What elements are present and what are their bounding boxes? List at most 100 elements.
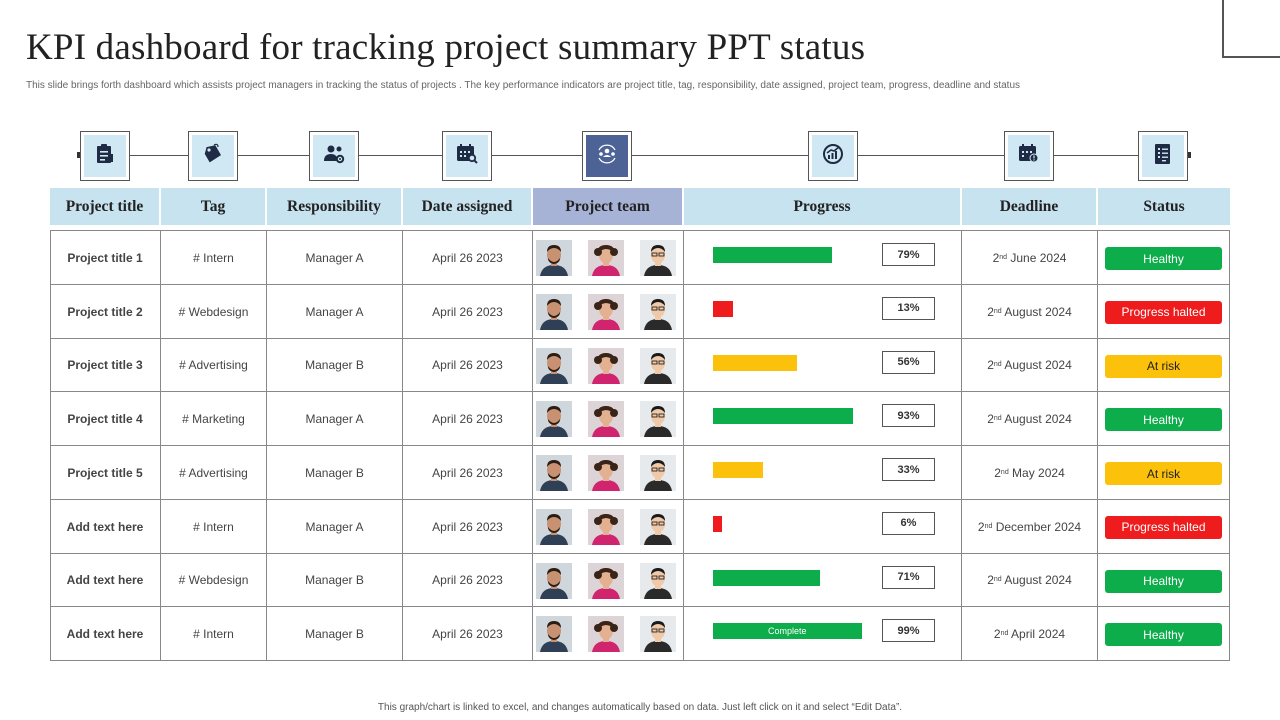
date-assigned-cell: April 26 2023 — [432, 412, 503, 426]
progress-percent-label: 93% — [882, 404, 935, 428]
tag-cell: # Intern — [193, 519, 234, 534]
deadline-month-year: August 2024 — [1001, 412, 1072, 426]
row-divider — [50, 498, 1230, 500]
date-assigned-cell: April 26 2023 — [432, 573, 503, 588]
header-date-assigned: Date assigned — [403, 188, 531, 225]
date-assigned-cell: April 26 2023 — [432, 465, 503, 480]
table-row: Project title 4 # Marketing Manager A April… — [50, 392, 1230, 446]
project-team-icon-box — [582, 131, 632, 181]
header-responsibility: Responsibility — [267, 188, 401, 225]
progress-bar-fill — [713, 354, 797, 371]
clipboard-icon — [93, 142, 117, 171]
project-title-icon-box — [80, 131, 130, 181]
deadline-day: 2 — [987, 304, 994, 319]
progress-bar-fill — [713, 408, 853, 425]
project-title-cell: Add text here — [66, 519, 144, 534]
connector-dot-right — [1185, 152, 1191, 158]
deadline-month-year: June 2024 — [1007, 250, 1067, 265]
header-deadline: Deadline — [962, 188, 1096, 225]
date-assigned-icon-box — [442, 131, 492, 181]
status-badge: Progress halted — [1105, 515, 1222, 539]
progress-bar-fill — [713, 247, 832, 263]
progress-bar-fill — [713, 300, 733, 317]
tag-cell: # Marketing — [182, 412, 245, 426]
calendar-search-icon — [455, 142, 479, 171]
page-subtitle: This slide brings forth dashboard which … — [26, 80, 1021, 91]
deadline-day: 2 — [977, 519, 985, 534]
status-badge: Healthy — [1105, 623, 1222, 647]
progress-percent-label: 79% — [882, 243, 935, 266]
team-member-avatar — [640, 347, 676, 384]
team-member-avatar — [640, 562, 676, 599]
progress-bar — [713, 300, 863, 317]
progress-percent-label: 6% — [882, 511, 935, 535]
team-member-avatar — [640, 401, 676, 438]
deadline-day: 2 — [987, 573, 994, 588]
table-row: Add text here # Intern Manager A April 26 2… — [50, 500, 1230, 554]
team-member-avatar — [536, 401, 572, 438]
deadline-month-year: December 2024 — [992, 519, 1082, 534]
progress-percent-label: 33% — [882, 458, 935, 481]
footer-note: This graph/chart is linked to excel, and… — [377, 702, 903, 713]
team-member-avatar — [640, 240, 676, 276]
project-title-cell: Add text here — [66, 627, 144, 641]
progress-percent-label: 56% — [882, 350, 935, 374]
progress-percent-label: 99% — [882, 619, 935, 643]
checklist-icon — [1151, 142, 1175, 171]
header-tag: Tag — [161, 188, 265, 225]
team-member-avatar — [640, 293, 676, 330]
corner-decoration — [1222, 0, 1280, 58]
progress-icon-box — [808, 131, 858, 181]
people-gear-icon — [322, 142, 346, 171]
team-member-avatar — [588, 293, 624, 330]
project-title-cell: Project title 3 — [67, 358, 143, 373]
team-cycle-icon — [595, 142, 619, 171]
progress-bar — [713, 462, 863, 478]
progress-chart-icon — [821, 142, 845, 171]
date-assigned-cell: April 26 2023 — [432, 627, 503, 641]
deadline-day: 2 — [993, 627, 1001, 641]
team-member-avatar — [536, 240, 572, 276]
header-project-team: Project team — [533, 188, 682, 225]
table-row: Project title 1 # Intern Manager A April 26… — [50, 231, 1230, 285]
status-badge: Healthy — [1105, 247, 1222, 270]
progress-percent-label: 13% — [882, 296, 935, 320]
status-icon-box — [1138, 131, 1188, 181]
price-tag-icon — [201, 142, 225, 171]
date-assigned-cell: April 26 2023 — [432, 304, 503, 319]
tag-cell: # Intern — [193, 627, 234, 641]
team-member-avatar — [536, 347, 572, 384]
progress-bar — [713, 515, 863, 532]
project-title-cell: Project title 4 — [67, 412, 143, 426]
header-status: Status — [1098, 188, 1230, 225]
header-project-title: Project title — [50, 188, 159, 225]
deadline-day: 2 — [987, 412, 994, 426]
status-badge: Healthy — [1105, 408, 1222, 432]
project-title-cell: Project title 5 — [67, 465, 143, 480]
progress-bar-fill — [713, 462, 763, 478]
team-member-avatar — [588, 562, 624, 599]
team-member-avatar — [536, 455, 572, 491]
status-badge: At risk — [1105, 354, 1222, 378]
progress-bar: Complete — [713, 623, 863, 640]
deadline-month-year: April 2024 — [1008, 627, 1066, 641]
project-title-cell: Add text here — [66, 573, 144, 588]
row-divider — [50, 445, 1230, 446]
deadline-month-year: August 2024 — [1001, 304, 1072, 319]
team-member-avatar — [588, 455, 624, 491]
progress-bar-fill: Complete — [713, 623, 862, 640]
progress-percent-label: 71% — [882, 565, 935, 589]
deadline-day: 2 — [994, 465, 1001, 480]
row-divider — [50, 606, 1230, 608]
page-title: KPI dashboard for tracking project summa… — [26, 27, 866, 68]
tag-cell: # Webdesign — [178, 573, 249, 588]
row-divider — [50, 283, 1230, 285]
progress-bar — [713, 408, 863, 425]
progress-bar — [713, 569, 863, 586]
